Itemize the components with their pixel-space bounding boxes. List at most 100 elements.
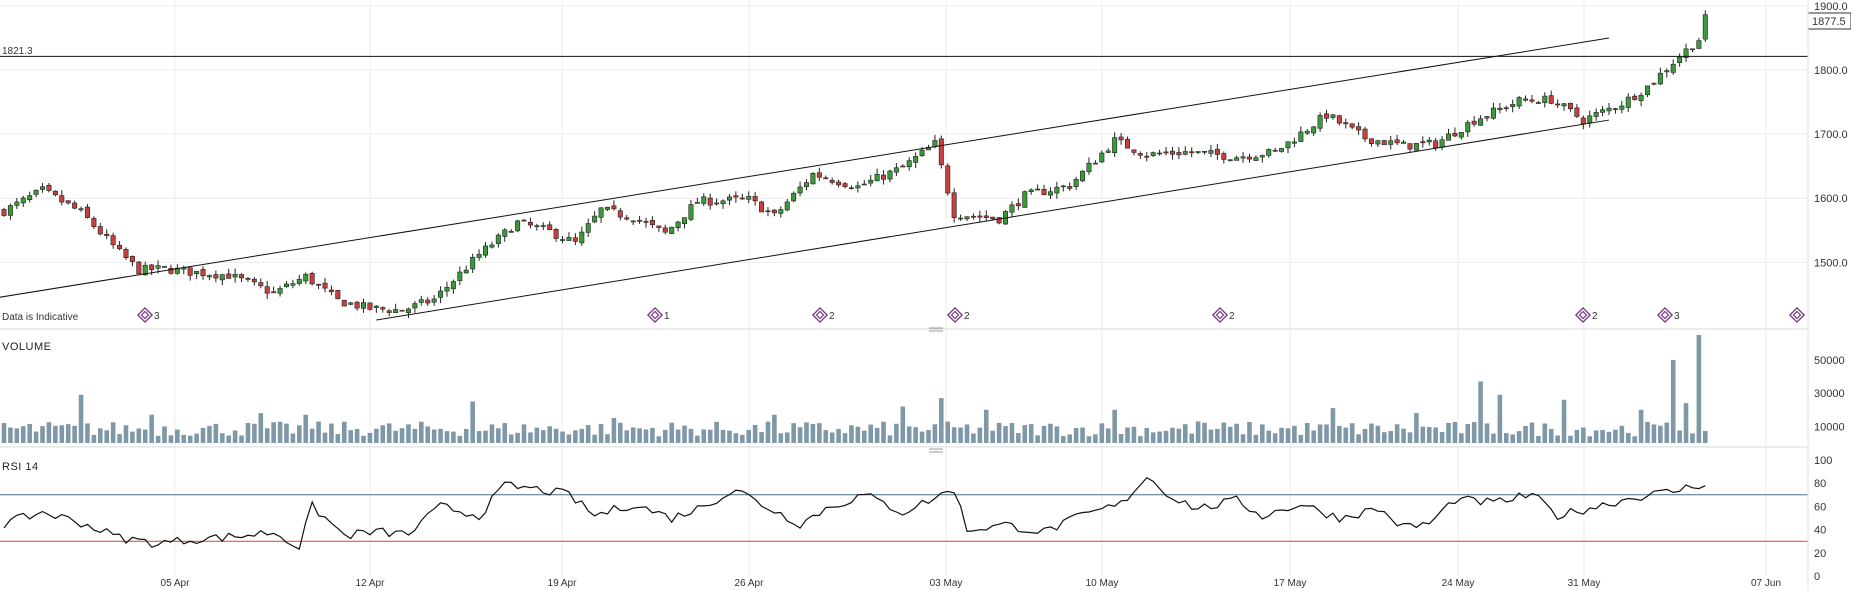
candle-body xyxy=(20,197,26,204)
volume-bar xyxy=(1227,426,1233,443)
candle-body xyxy=(213,274,219,279)
event-marker-icon: 3 xyxy=(136,306,160,324)
price-panel[interactable]: 1821.3 1500.0 1600.0 1700.0 1800.0 1900.0 18… xyxy=(0,1,1851,324)
channel-upper-trendline[interactable] xyxy=(0,37,1610,298)
candle-body xyxy=(1362,128,1368,140)
rsi-tick-label: 80 xyxy=(1814,478,1826,490)
volume-bar xyxy=(829,432,835,443)
candle-body xyxy=(900,165,906,168)
volume-bar xyxy=(1414,413,1419,443)
volume-bar xyxy=(1581,427,1586,443)
volume-bar xyxy=(451,431,456,443)
candle-body xyxy=(1253,157,1259,161)
candle-body xyxy=(945,165,951,194)
candle-body xyxy=(200,269,206,277)
volume-bar xyxy=(1401,428,1406,443)
event-marker-count: 2 xyxy=(829,311,835,322)
candle-body xyxy=(251,278,257,283)
volume-bar xyxy=(1138,436,1143,443)
rsi-panel[interactable]: RSI 14 0 20 40 60 80 100 xyxy=(0,455,1832,583)
candle-body xyxy=(1112,137,1118,154)
volume-panel[interactable]: VOLUME 10000 30000 50000 xyxy=(1,334,1845,443)
rsi-tick-label: 60 xyxy=(1814,501,1826,513)
marker-diamond xyxy=(136,306,154,324)
candle-body xyxy=(1259,155,1265,158)
time-tick-label: 26 Apr xyxy=(735,578,765,589)
volume-bar xyxy=(335,434,341,443)
candle-body xyxy=(970,215,976,218)
volume-bar xyxy=(1645,421,1650,443)
volume-bar xyxy=(971,433,976,443)
volume-bar xyxy=(759,432,764,443)
candle-body xyxy=(1105,150,1111,153)
volume-bar xyxy=(804,422,809,443)
volume-bar xyxy=(1561,399,1567,443)
volume-bar xyxy=(187,435,193,443)
candle-body xyxy=(258,282,264,287)
volume-bar xyxy=(1009,422,1015,443)
volume-bar xyxy=(354,428,360,443)
volume-bar xyxy=(1028,424,1034,443)
candle-body xyxy=(245,277,251,280)
volume-bar xyxy=(1349,423,1355,443)
candle-body xyxy=(1189,151,1195,154)
candle-body xyxy=(117,244,123,250)
candle-body xyxy=(1426,139,1432,143)
volume-bar xyxy=(1285,428,1291,443)
candle-body xyxy=(1683,48,1689,59)
volume-bar xyxy=(1260,424,1265,443)
candle-body xyxy=(27,195,33,200)
candle-body xyxy=(990,216,996,220)
candle-body xyxy=(1144,155,1150,158)
event-marker-count: 1 xyxy=(664,311,670,322)
volume-bar xyxy=(810,423,816,443)
candle-body xyxy=(412,303,418,309)
candle-body xyxy=(1131,149,1137,153)
volume-bar xyxy=(98,428,103,443)
volume-bar xyxy=(1035,435,1040,443)
candle-body xyxy=(1330,114,1336,118)
volume-bar xyxy=(1439,431,1445,443)
candle-body xyxy=(649,220,655,225)
candle-body xyxy=(187,267,193,276)
candle-body xyxy=(842,183,848,187)
volume-bar xyxy=(1086,436,1092,443)
volume-bar xyxy=(1619,425,1625,443)
candle-body xyxy=(746,195,752,200)
volume-bar xyxy=(791,423,796,443)
volume-bar xyxy=(1658,425,1663,443)
channel-lower-trendline[interactable] xyxy=(376,119,1610,321)
marker-diamond-inner xyxy=(950,310,960,320)
candle-body xyxy=(1317,115,1323,129)
volume-bar xyxy=(1478,381,1483,443)
volume-bar xyxy=(1131,426,1137,443)
candle-body xyxy=(701,196,707,204)
candle-body xyxy=(219,274,225,281)
time-tick-label: 03 May xyxy=(930,578,963,589)
candle-body xyxy=(328,289,334,293)
volume-bar xyxy=(765,421,771,443)
volume-bar xyxy=(1041,425,1047,443)
candle-body xyxy=(271,291,277,294)
drag-handle[interactable] xyxy=(929,448,943,453)
drag-handle[interactable] xyxy=(929,327,943,332)
candle-body xyxy=(1580,117,1586,125)
volume-bar xyxy=(913,427,918,443)
volume-bar xyxy=(1670,359,1676,443)
volume-bar xyxy=(784,432,790,443)
volume-bar xyxy=(1497,394,1503,443)
rsi-tick-label: 0 xyxy=(1814,571,1820,583)
candle-body xyxy=(1670,63,1676,73)
candle-body xyxy=(1677,56,1683,63)
candle-body xyxy=(1163,151,1169,154)
volume-bar xyxy=(322,432,328,443)
candle-body xyxy=(296,278,302,284)
candle-body xyxy=(1157,152,1163,155)
candle-body xyxy=(1542,95,1548,103)
candle-body xyxy=(502,229,508,237)
candle-body xyxy=(1291,141,1297,144)
time-tick-label: 10 May xyxy=(1086,578,1119,589)
volume-bar xyxy=(258,413,264,443)
volume-bar xyxy=(1388,431,1394,443)
